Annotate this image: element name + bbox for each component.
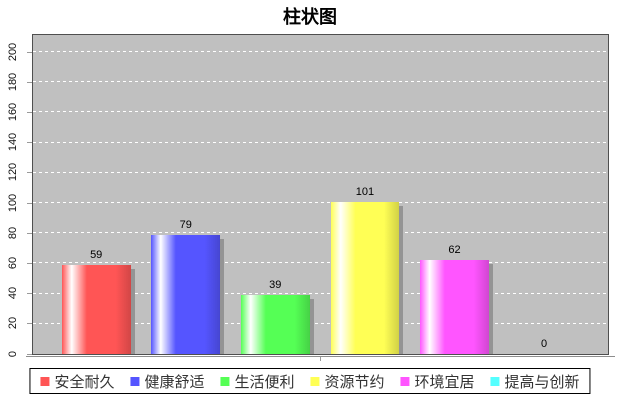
y-axis-tick-label-text: 40 (7, 286, 19, 300)
y-axis-tick-label-0: 0 (0, 343, 26, 365)
bar-value-label-0: 59 (90, 248, 103, 261)
legend-swatch-icon (130, 376, 140, 386)
legend-item-4: 环境宜居 (400, 371, 475, 392)
y-axis-tick-40 (27, 293, 32, 295)
chart-title: 柱状图 (283, 7, 337, 27)
legend-item-1: 健康舒适 (130, 371, 204, 392)
y-axis-tick-label-text: 160 (6, 102, 19, 122)
legend-label: 提高与创新 (504, 373, 580, 391)
y-axis-tick-label-text: 180 (6, 72, 19, 91)
y-axis-tick-label-text: 200 (6, 42, 19, 61)
plot-area: 59 79 39 101 62 0 (32, 34, 609, 355)
y-axis-tick-label-100: 100 (0, 192, 26, 214)
y-axis-tick-label-140: 140 (0, 131, 26, 153)
legend-swatch-icon (310, 376, 320, 386)
gridline-200 (33, 51, 608, 52)
legend-item-0: 安全耐久 (40, 371, 114, 392)
y-axis-tick-label-text: 140 (6, 132, 19, 152)
legend-swatch-icon (490, 376, 500, 386)
y-axis-tick-label-200: 200 (0, 41, 26, 63)
y-axis-tick-200 (27, 51, 32, 53)
y-axis-tick-label-text: 80 (7, 226, 19, 239)
legend-swatch-icon (40, 376, 50, 386)
legend-label: 生活便利 (234, 373, 295, 391)
y-axis-tick-label-text: 20 (7, 317, 19, 330)
gridline-120 (33, 171, 608, 173)
y-axis-tick-label-text: 60 (7, 256, 19, 270)
legend-swatch-icon (220, 376, 230, 386)
y-axis-tick-80 (27, 232, 32, 234)
legend-item-2: 生活便利 (220, 371, 295, 392)
bar-value-label-3: 101 (355, 185, 375, 198)
bar-3 (330, 201, 400, 354)
gridline-100 (33, 202, 608, 203)
y-axis-tick-label-80: 80 (0, 222, 26, 244)
bar-value-label-4: 62 (448, 244, 461, 257)
gridline-180 (33, 81, 608, 83)
gridline-80 (33, 232, 608, 234)
y-axis-tick-20 (27, 323, 32, 325)
y-axis-tick-label-180: 180 (0, 71, 26, 93)
legend-swatch-icon (400, 376, 410, 386)
y-axis-tick-label-120: 120 (0, 161, 26, 183)
bar-value-label-5: 0 (541, 338, 548, 350)
legend-label: 健康舒适 (144, 373, 205, 391)
bar-0 (61, 264, 131, 354)
y-axis-tick-label-text: 120 (6, 163, 19, 182)
y-axis-tick-label-60: 60 (0, 252, 26, 274)
legend-label: 环境宜居 (414, 373, 475, 391)
y-axis-tick-140 (27, 142, 32, 144)
y-axis-tick-label-text: 0 (7, 350, 19, 357)
x-axis-line (26, 356, 615, 357)
bar-2 (240, 295, 310, 354)
x-axis-center-tick (320, 357, 321, 361)
bar-value-label-2: 39 (269, 279, 282, 292)
y-axis-tick-0 (27, 353, 32, 355)
y-axis-tick-label-160: 160 (0, 101, 26, 123)
y-axis-tick-160 (27, 111, 32, 113)
y-axis-tick-100 (27, 202, 32, 204)
y-axis-tick-label-20: 20 (0, 312, 26, 334)
gridline-60 (33, 262, 608, 264)
gridline-160 (33, 111, 608, 113)
legend-item-3: 资源节约 (310, 371, 385, 392)
y-axis-tick-60 (27, 262, 32, 264)
gridline-20 (33, 322, 608, 324)
bar-1 (151, 234, 221, 354)
gridline-140 (33, 141, 608, 143)
bar-value-label-1: 79 (179, 218, 192, 231)
y-axis-tick-label-text: 100 (6, 193, 19, 212)
y-axis-tick-120 (27, 172, 32, 174)
legend: 安全耐久 健康舒适 生活便利 资源节约 环境宜居 提高与创新 (29, 368, 591, 394)
legend-label: 安全耐久 (54, 373, 115, 391)
y-axis-tick-180 (27, 81, 32, 83)
legend-item-5: 提高与创新 (490, 371, 580, 392)
bar-4 (420, 260, 489, 354)
y-axis-tick-label-40: 40 (0, 282, 26, 304)
gridline-40 (33, 292, 608, 294)
legend-label: 资源节约 (324, 373, 385, 391)
